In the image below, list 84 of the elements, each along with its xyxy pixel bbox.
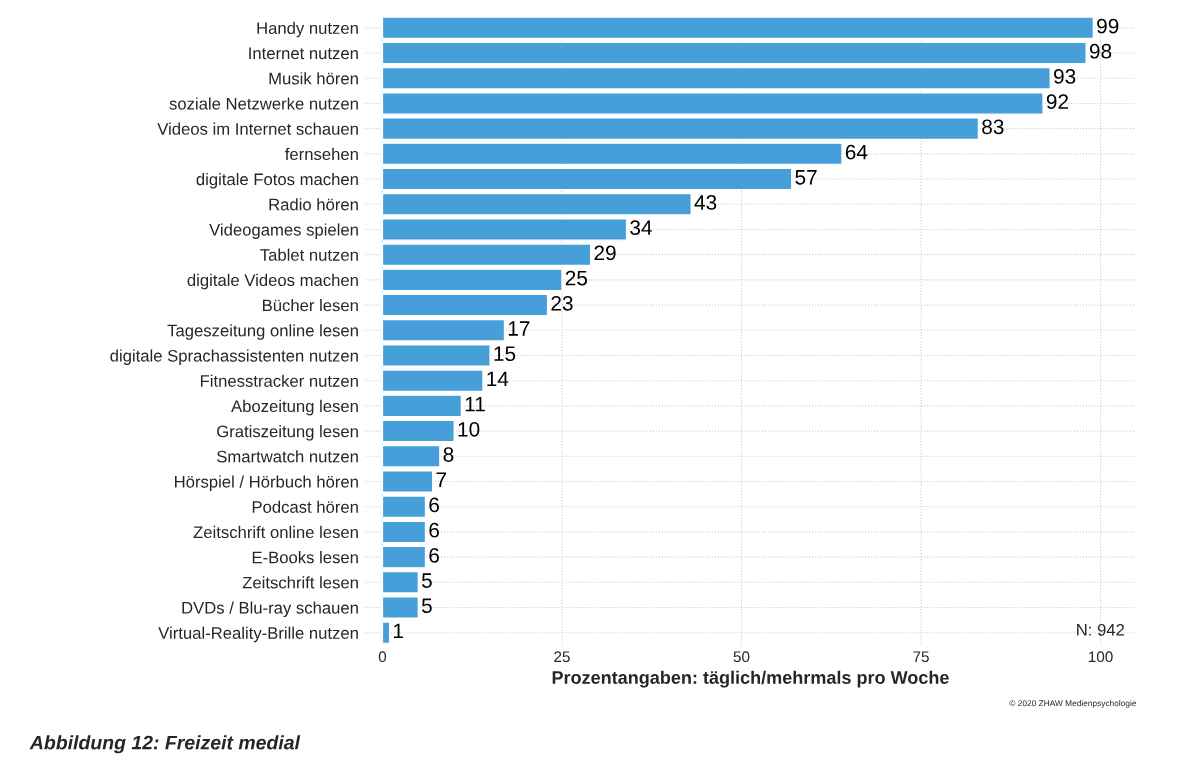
data-label: 92 — [1046, 94, 1068, 110]
bar — [381, 596, 420, 619]
data-label: 1 — [393, 623, 403, 639]
data-label: 15 — [494, 346, 516, 362]
bar — [381, 92, 1044, 115]
y-tick-label: Musik hören — [269, 72, 358, 85]
y-tick-label: E-Books lesen — [252, 551, 358, 564]
y-tick-label: Abozeitung lesen — [231, 399, 358, 416]
data-label: 34 — [630, 220, 652, 236]
bar — [381, 192, 692, 216]
data-label: 23 — [551, 295, 573, 311]
data-label: 6 — [429, 547, 439, 563]
bar — [381, 41, 1087, 65]
data-label: 6 — [429, 522, 439, 538]
bar — [381, 218, 628, 241]
bar — [381, 142, 843, 166]
x-tick-label: 75 — [913, 651, 929, 663]
bar — [381, 243, 592, 267]
data-label: 8 — [443, 447, 454, 462]
bar — [381, 344, 491, 367]
bar — [381, 117, 980, 141]
bar — [381, 520, 427, 544]
data-label: 14 — [487, 371, 509, 387]
data-label: 57 — [795, 170, 817, 185]
y-tick-label: DVDs / Blu-ray schauen — [182, 601, 358, 618]
y-tick-label: Bücher lesen — [263, 299, 358, 312]
x-tick-label: 100 — [1088, 651, 1113, 663]
data-label: 10 — [458, 421, 480, 437]
bar — [381, 318, 506, 342]
bar — [381, 621, 391, 645]
data-label: 6 — [429, 497, 439, 513]
data-label: 25 — [565, 270, 588, 286]
x-tick-label: 25 — [554, 651, 570, 663]
y-tick-label: Videogames spielen — [209, 223, 358, 239]
annotation: N: 942 — [1077, 623, 1125, 636]
data-label: 11 — [465, 396, 485, 412]
y-tick-label: Handy nutzen — [257, 21, 358, 38]
bar — [381, 570, 420, 594]
y-tick-label: Internet nutzen — [249, 47, 358, 60]
y-tick-label: soziale Netzwerke nutzen — [169, 97, 358, 110]
data-label: 83 — [982, 119, 1004, 135]
text: © 2020 ZHAW Medienpsychologie — [1009, 700, 1137, 708]
bar — [381, 495, 427, 519]
data-label: 7 — [436, 472, 447, 487]
x-axis-title: Prozentangaben: täglich/mehrmals pro Woche — [552, 670, 949, 688]
y-tick-label: Virtual-Reality-Brille nutzen — [158, 626, 358, 643]
data-label: 43 — [694, 195, 717, 210]
data-label: 98 — [1089, 43, 1112, 59]
bar — [381, 66, 1051, 90]
y-tick-label: digitale Fotos machen — [196, 173, 358, 189]
y-tick-label: digitale Videos machen — [187, 273, 358, 290]
data-label: 64 — [845, 144, 868, 160]
text: Abbildung 12: Freizeit medial — [29, 735, 301, 754]
x-tick-label: 50 — [733, 651, 750, 663]
bar — [381, 419, 455, 443]
y-tick-label: Zeitschrift lesen — [242, 576, 358, 589]
bar — [381, 444, 441, 468]
bar — [381, 167, 793, 191]
y-tick-label: Videos im Internet schauen — [157, 122, 358, 135]
bar — [381, 293, 549, 317]
data-label: 17 — [508, 321, 530, 336]
y-tick-label: Hörspiel / Hörbuch hören — [175, 475, 358, 491]
y-tick-label: Tageszeitung online lesen — [167, 324, 358, 340]
bar — [381, 16, 1095, 40]
data-label: 5 — [421, 598, 432, 614]
bar — [381, 470, 434, 493]
data-label: 93 — [1054, 69, 1076, 84]
bar — [381, 394, 463, 418]
y-tick-label: digitale Sprachassistenten nutzen — [110, 349, 358, 365]
y-tick-label: Fitnesstracker nutzen — [200, 374, 358, 387]
bar — [381, 268, 563, 292]
data-label: 99 — [1097, 18, 1119, 34]
data-label: 29 — [594, 245, 616, 261]
y-tick-label: Smartwatch nutzen — [217, 450, 358, 463]
bar — [381, 369, 484, 393]
y-tick-label: Podcast hören — [252, 500, 358, 513]
y-tick-label: Radio hören — [269, 198, 358, 211]
data-label: 5 — [421, 573, 432, 588]
y-tick-label: fernsehen — [285, 147, 358, 161]
y-tick-label: Gratiszeitung lesen — [217, 425, 358, 441]
x-tick-label: 0 — [378, 651, 387, 663]
y-tick-label: Zeitschrift online lesen — [193, 525, 358, 539]
y-tick-label: Tablet nutzen — [260, 248, 358, 261]
bar — [381, 545, 427, 569]
